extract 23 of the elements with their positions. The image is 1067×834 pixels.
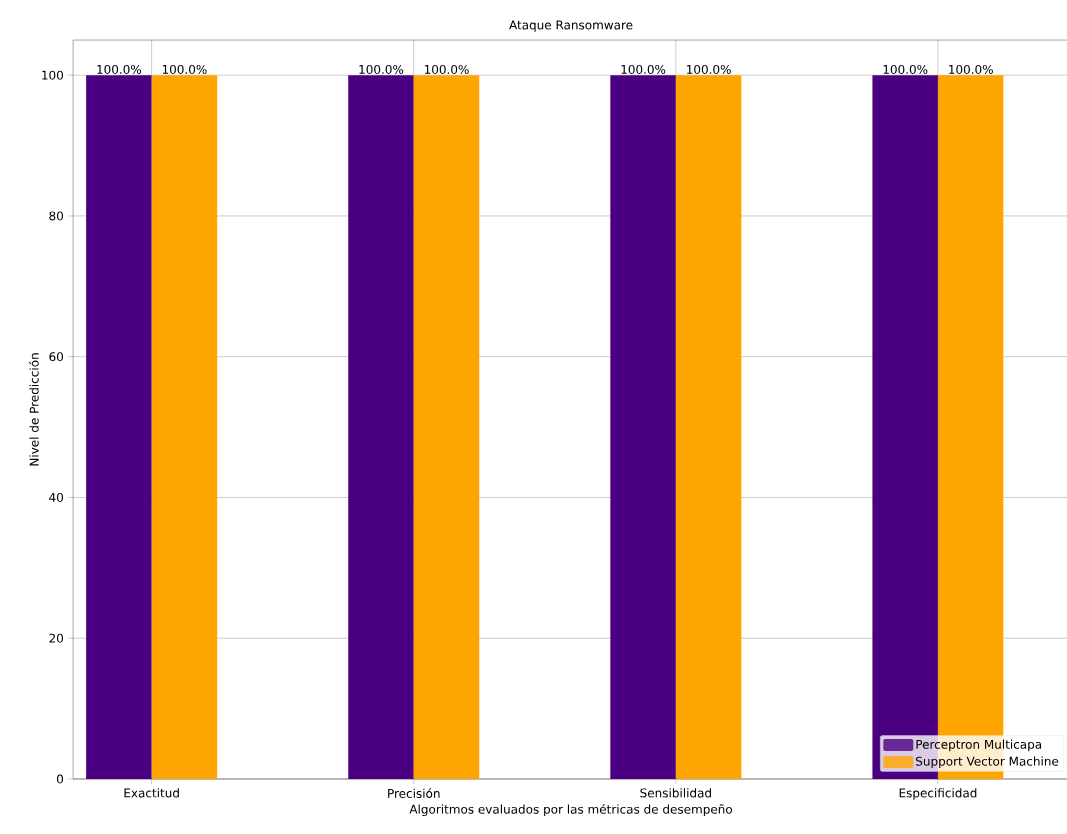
- y-tick-label: 40: [49, 492, 64, 502]
- x-axis-title: Algoritmos evaluados por las métricas de desempeño: [409, 804, 733, 817]
- chart-title: Ataque Ransomware: [509, 20, 633, 32]
- y-axis-title: Nivel de Predicción: [28, 353, 39, 466]
- data-label: 100.0%: [359, 64, 404, 74]
- y-tick-label: 0: [56, 774, 64, 784]
- y-tick-label: 80: [49, 211, 64, 221]
- data-label: 100.0%: [424, 64, 469, 74]
- y-tick-label: 60: [49, 352, 64, 362]
- data-label: 100.0%: [949, 64, 993, 74]
- x-tick-label: Precisión: [388, 788, 440, 798]
- data-label: 100.0%: [162, 64, 207, 74]
- data-label: 100.0%: [687, 64, 731, 74]
- data-label: 100.0%: [883, 64, 928, 74]
- legend-label: Perceptron Multicapa: [916, 739, 1042, 752]
- y-tick-label: 100: [42, 70, 64, 80]
- data-label: 100.0%: [97, 64, 142, 74]
- legend-label: Support Vector Machine: [916, 756, 1059, 769]
- x-tick-label: Sensibilidad: [640, 788, 711, 798]
- x-tick-label: Exactitud: [124, 788, 179, 798]
- x-tick-label: Especificidad: [899, 788, 977, 800]
- y-tick-label: 20: [49, 633, 64, 643]
- data-label: 100.0%: [621, 64, 666, 74]
